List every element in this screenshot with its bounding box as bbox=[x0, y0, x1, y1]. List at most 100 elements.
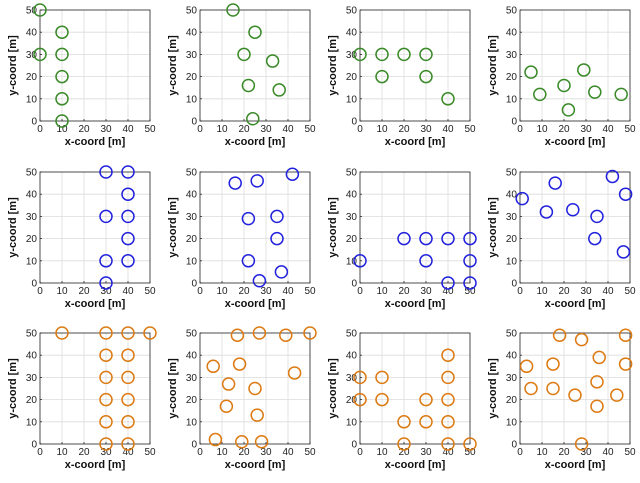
x-tick-label: 30 bbox=[580, 447, 592, 458]
data-point bbox=[206, 359, 220, 374]
data-point bbox=[441, 276, 455, 290]
data-point bbox=[241, 78, 256, 93]
data-point bbox=[228, 176, 242, 190]
y-axis-label: y-coord [m] bbox=[327, 358, 339, 419]
x-axis-label: x-coord [m] bbox=[385, 459, 446, 471]
data-point bbox=[272, 83, 286, 97]
y-tick-label: 30 bbox=[506, 212, 518, 223]
y-tick-label: 40 bbox=[506, 28, 518, 39]
x-tick-label: 0 bbox=[37, 124, 43, 135]
x-tick-label: 40 bbox=[122, 286, 134, 297]
x-axis-label: x-coord [m] bbox=[385, 136, 446, 148]
x-tick-label: 30 bbox=[100, 447, 112, 458]
x-tick-label: 40 bbox=[442, 286, 454, 297]
plot-area bbox=[360, 333, 470, 444]
y-tick-label: 10 bbox=[186, 417, 198, 428]
data-point bbox=[441, 437, 455, 451]
x-axis-label: x-coord [m] bbox=[65, 298, 126, 310]
data-point bbox=[419, 392, 433, 407]
x-tick-label: 50 bbox=[624, 286, 636, 297]
x-tick-label: 50 bbox=[144, 447, 156, 458]
data-point bbox=[99, 254, 113, 268]
data-point bbox=[99, 348, 113, 362]
data-point bbox=[221, 377, 236, 391]
plot-frame bbox=[359, 332, 471, 445]
x-tick-label: 10 bbox=[56, 124, 68, 135]
x-tick-label: 10 bbox=[216, 286, 228, 297]
plot-frame bbox=[199, 9, 311, 122]
data-point bbox=[605, 169, 620, 184]
x-tick-label: 50 bbox=[304, 286, 316, 297]
y-tick-label: 50 bbox=[346, 168, 358, 179]
x-tick-label: 20 bbox=[78, 124, 90, 135]
x-tick-label: 50 bbox=[464, 124, 476, 135]
y-tick-label: 0 bbox=[511, 440, 517, 451]
y-axis-label: y-coord [m] bbox=[167, 197, 179, 258]
data-point bbox=[590, 375, 604, 389]
data-point bbox=[441, 231, 455, 246]
data-point bbox=[55, 47, 69, 62]
plot-frame bbox=[359, 9, 471, 122]
x-tick-label: 0 bbox=[37, 447, 43, 458]
data-point bbox=[397, 437, 411, 451]
data-point bbox=[232, 357, 247, 371]
y-tick-label: 50 bbox=[186, 329, 198, 340]
data-point bbox=[99, 165, 113, 179]
data-point bbox=[548, 176, 562, 190]
y-tick-label: 50 bbox=[346, 329, 358, 340]
data-point bbox=[441, 348, 455, 362]
data-point bbox=[618, 328, 633, 342]
x-axis-label: x-coord [m] bbox=[385, 298, 446, 310]
data-point bbox=[287, 366, 302, 380]
y-tick-label: 40 bbox=[346, 351, 358, 362]
y-axis-label: y-coord [m] bbox=[7, 197, 19, 258]
data-point bbox=[55, 326, 69, 340]
y-tick-label: 20 bbox=[506, 234, 518, 245]
data-point bbox=[33, 47, 47, 62]
x-tick-label: 30 bbox=[260, 447, 272, 458]
y-tick-label: 10 bbox=[346, 417, 358, 428]
x-tick-label: 40 bbox=[442, 124, 454, 135]
y-tick-label: 40 bbox=[26, 351, 38, 362]
data-point bbox=[441, 392, 455, 407]
plot-area bbox=[40, 172, 150, 283]
subplot-6: 0 10 20 30 40 50 0 10 20 30 40 50 x-coord [m] y-coord… bbox=[167, 167, 316, 310]
y-tick-label: 20 bbox=[506, 72, 518, 83]
data-point bbox=[463, 231, 477, 246]
plot-frame bbox=[359, 171, 471, 284]
x-tick-label: 50 bbox=[304, 124, 316, 135]
y-tick-label: 30 bbox=[506, 373, 518, 384]
y-tick-label: 50 bbox=[346, 6, 358, 17]
y-tick-label: 10 bbox=[346, 94, 358, 105]
plot-area bbox=[40, 333, 150, 444]
y-tick-label: 10 bbox=[26, 256, 38, 267]
data-point bbox=[121, 348, 135, 362]
subplot-7: 0 10 20 30 40 50 0 10 20 30 40 50 x-coord [m] y-coord… bbox=[327, 168, 477, 310]
data-point bbox=[121, 209, 135, 224]
plot-area bbox=[520, 10, 630, 121]
x-tick-label: 10 bbox=[536, 124, 548, 135]
x-tick-label: 0 bbox=[517, 286, 523, 297]
data-point bbox=[121, 392, 135, 407]
data-point bbox=[419, 254, 433, 268]
data-point bbox=[353, 254, 367, 268]
data-point bbox=[99, 437, 113, 451]
x-tick-label: 20 bbox=[238, 447, 250, 458]
x-tick-label: 10 bbox=[376, 124, 388, 135]
data-point bbox=[99, 392, 113, 407]
x-tick-label: 40 bbox=[282, 124, 294, 135]
x-axis-label: x-coord [m] bbox=[545, 459, 606, 471]
plot-area bbox=[360, 172, 470, 283]
data-point bbox=[375, 392, 389, 407]
y-axis-label: y-coord [m] bbox=[167, 358, 179, 419]
y-tick-label: 40 bbox=[506, 351, 518, 362]
data-point bbox=[99, 415, 113, 429]
y-tick-label: 10 bbox=[506, 417, 518, 428]
data-point bbox=[419, 69, 433, 84]
data-point bbox=[524, 65, 538, 79]
data-point bbox=[143, 326, 157, 340]
x-tick-label: 0 bbox=[357, 447, 363, 458]
data-point bbox=[250, 174, 264, 188]
y-tick-label: 20 bbox=[26, 395, 38, 406]
x-tick-label: 10 bbox=[216, 124, 228, 135]
